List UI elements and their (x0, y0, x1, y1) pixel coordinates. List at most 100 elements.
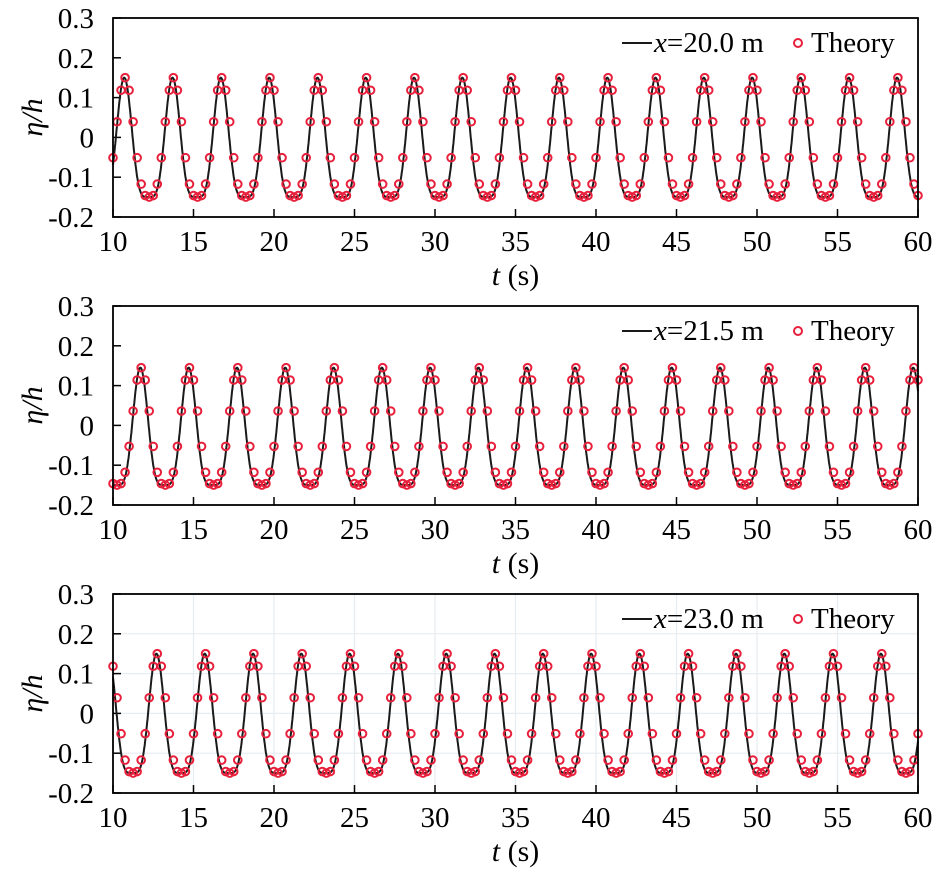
x-tick-label: 20 (260, 226, 289, 258)
theory-point (864, 728, 875, 739)
theory-point (381, 375, 392, 385)
x-tick-label: 10 (99, 226, 128, 258)
theory-point (156, 661, 167, 672)
theory-point (124, 85, 134, 96)
theory-point (611, 406, 621, 416)
theory-point (655, 441, 666, 452)
theory-point (651, 72, 662, 83)
theory-point (402, 692, 412, 703)
x-tick-label: 30 (421, 226, 450, 258)
theory-point (663, 152, 674, 163)
theory-point (832, 152, 843, 163)
theory-point (715, 179, 726, 189)
theory-point (695, 478, 706, 489)
theory-point (852, 406, 863, 416)
x-tick-label: 15 (179, 226, 208, 258)
theory-point (317, 441, 328, 452)
theory-point (422, 766, 432, 777)
x-tick-label: 15 (179, 514, 208, 546)
y-tick-label: -0.1 (48, 450, 94, 482)
x-tick-label: 20 (260, 514, 289, 546)
x-axis-unit: (s) (500, 547, 539, 580)
legend-theory-swatch (793, 38, 803, 48)
y-tick-label: -0.2 (48, 490, 94, 522)
legend-label-line: x=23.0 m (653, 603, 764, 635)
theory-point (603, 467, 613, 478)
theory-point (876, 467, 887, 478)
theory-point (253, 152, 263, 163)
theory-point (466, 406, 477, 416)
theory-point (301, 152, 312, 163)
theory-point (820, 692, 831, 703)
theory-point (599, 728, 609, 739)
theory-point (442, 648, 452, 659)
theory-point (756, 116, 766, 127)
y-tick-label: 0.3 (58, 291, 94, 323)
theory-point (474, 755, 485, 765)
theory-point (377, 362, 388, 373)
theory-point (824, 441, 835, 452)
theory-point (748, 467, 758, 478)
theory-point (406, 728, 416, 739)
x-tick-label: 35 (501, 514, 530, 546)
theory-point (563, 406, 573, 416)
theory-point (426, 362, 436, 373)
theory-point (812, 362, 823, 373)
x-tick-label: 10 (99, 802, 128, 834)
legend-label-line: x=20.0 m (653, 27, 764, 59)
theory-point (554, 467, 565, 478)
theory-point (220, 85, 231, 96)
theory-point (148, 190, 159, 201)
theory-point (868, 692, 879, 703)
theory-point (760, 152, 770, 163)
theory-point (683, 648, 694, 659)
x-tick-label: 45 (662, 802, 691, 834)
theory-point (760, 766, 770, 777)
theory-point (740, 116, 750, 127)
theory-point (506, 72, 517, 83)
theory-point (699, 467, 710, 478)
x-tick-label: 40 (582, 802, 611, 834)
theory-point (257, 116, 267, 127)
theory-point (559, 441, 569, 452)
x-tick-label: 50 (743, 226, 772, 258)
theory-point (840, 728, 851, 739)
theory-point (245, 190, 255, 201)
theory-point (567, 152, 577, 163)
theory-point (703, 441, 714, 452)
theory-point (748, 755, 758, 765)
theory-point (514, 406, 525, 416)
theory-point (881, 152, 891, 163)
theory-point (285, 728, 295, 739)
theory-point (184, 179, 195, 189)
series-line-x-20-0-m (112, 76, 919, 199)
theory-point (764, 362, 774, 373)
theory-point (180, 152, 191, 163)
x-axis-unit: (s) (500, 835, 539, 868)
theory-point (639, 661, 650, 672)
theory-point (872, 441, 883, 452)
theory-point (534, 441, 545, 452)
theory-point (724, 406, 734, 416)
theory-point (265, 467, 275, 478)
theory-point (490, 648, 501, 659)
theory-point (393, 467, 404, 478)
y-tick-label: -0.1 (48, 738, 94, 770)
theory-point (510, 441, 521, 452)
theory-point (204, 152, 215, 163)
theory-point (470, 766, 481, 777)
legend: x=21.5 m Theory (622, 315, 895, 347)
theory-point (228, 152, 239, 163)
theory-point (277, 766, 287, 777)
theory-point (780, 179, 790, 189)
theory-point (587, 179, 597, 189)
theory-point (180, 766, 191, 777)
legend-value: =21.5 m (667, 315, 764, 347)
theory-point (876, 648, 887, 659)
theory-point (281, 179, 291, 189)
x-axis-label: t (s) (492, 259, 540, 292)
theory-point (317, 85, 328, 96)
theory-point (329, 755, 340, 765)
theory-point (563, 116, 573, 127)
